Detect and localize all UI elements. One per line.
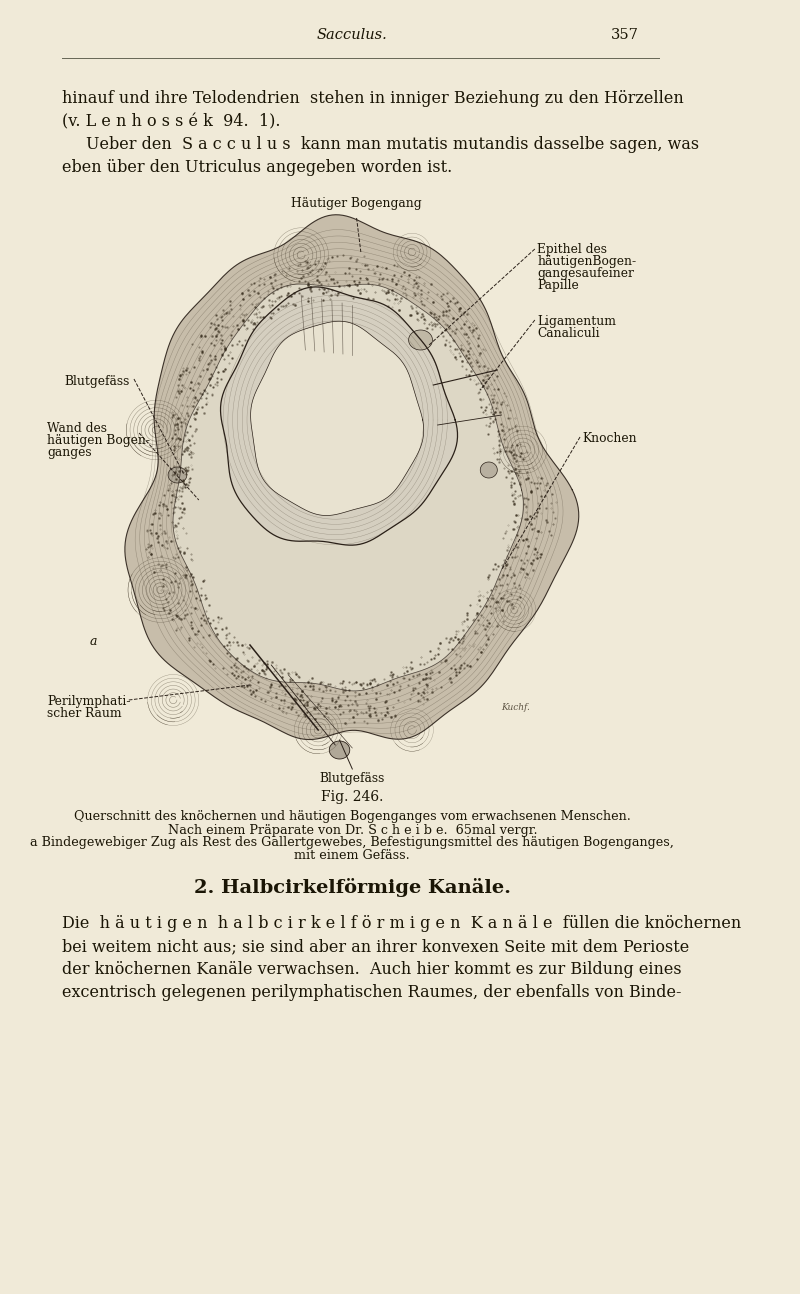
Text: häutigenBogen-: häutigenBogen- [538,255,637,268]
Polygon shape [409,330,433,349]
Text: Querschnitt des knöchernen und häutigen Bogenganges vom erwachsenen Menschen.: Querschnitt des knöchernen und häutigen … [74,810,630,823]
Text: Blutgefäss: Blutgefäss [320,773,385,785]
Text: scher Raum: scher Raum [47,707,122,719]
Text: Kuchf.: Kuchf. [502,703,530,712]
Text: Nach einem Präparate von Dr. S c h e i b e.  65mal vergr.: Nach einem Präparate von Dr. S c h e i b… [167,824,537,837]
Text: ganges: ganges [47,446,92,459]
Text: Epithel des: Epithel des [538,243,607,256]
Text: mit einem Gefäss.: mit einem Gefäss. [294,849,410,862]
Polygon shape [125,215,578,739]
Text: Ligamentum: Ligamentum [538,314,616,327]
Text: eben über den Utriculus angegeben worden ist.: eben über den Utriculus angegeben worden… [62,159,453,176]
Text: Blutgefäss: Blutgefäss [64,375,130,388]
Text: Die  h ä u t i g e n  h a l b c i r k e l f ö r m i g e n  K a n ä l e  füllen d: Die h ä u t i g e n h a l b c i r k e l … [62,915,742,932]
Polygon shape [221,287,458,545]
Polygon shape [480,462,498,477]
Text: Ueber den  S a c c u l u s  kann man mutatis mutandis dasselbe sagen, was: Ueber den S a c c u l u s kann man mutat… [86,136,699,153]
Text: Canaliculi: Canaliculi [538,327,600,340]
Text: Papille: Papille [538,280,579,292]
Text: 357: 357 [611,28,639,41]
Text: Knochen: Knochen [582,432,638,445]
Polygon shape [250,321,424,515]
Text: a: a [90,635,97,648]
Text: Perilymphati-: Perilymphati- [47,695,130,708]
Text: Sacculus.: Sacculus. [317,28,388,41]
Polygon shape [330,741,350,760]
Text: Wand des: Wand des [47,422,107,435]
Text: bei weitem nicht aus; sie sind aber an ihrer konvexen Seite mit dem Perioste: bei weitem nicht aus; sie sind aber an i… [62,938,690,955]
Text: a Bindegewebiger Zug als Rest des Gallertgewebes, Befestigungsmittel des häutige: a Bindegewebiger Zug als Rest des Galler… [30,836,674,849]
Polygon shape [173,285,523,691]
Text: excentrisch gelegenen perilymphatischen Raumes, der ebenfalls von Binde-: excentrisch gelegenen perilymphatischen … [62,983,682,1002]
Text: hinauf und ihre Telodendrien  stehen in inniger Beziehung zu den Hörzellen: hinauf und ihre Telodendrien stehen in i… [62,91,684,107]
Text: häutigen Bogen-: häutigen Bogen- [47,433,150,446]
Text: 2. Halbcirkelförmige Kanäle.: 2. Halbcirkelförmige Kanäle. [194,879,511,897]
Text: gangesaufeiner: gangesaufeiner [538,267,634,280]
Text: (v. L e n h o s s é k  94.  1).: (v. L e n h o s s é k 94. 1). [62,113,281,129]
Polygon shape [168,467,187,483]
Text: Fig. 246.: Fig. 246. [321,791,383,804]
Text: Häutiger Bogengang: Häutiger Bogengang [291,197,422,210]
Text: der knöchernen Kanäle verwachsen.  Auch hier kommt es zur Bildung eines: der knöchernen Kanäle verwachsen. Auch h… [62,961,682,978]
